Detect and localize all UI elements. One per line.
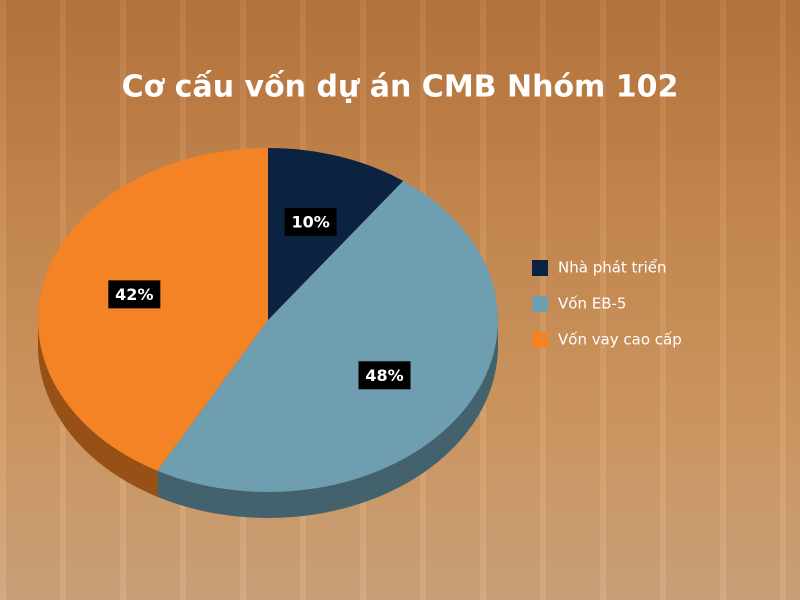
data-label: 42%	[108, 280, 161, 309]
legend-label: Nhà phát triển	[558, 259, 667, 277]
legend: Nhà phát triển Vốn EB-5 Vốn vay cao cấp	[532, 259, 682, 349]
data-label-text: 48%	[365, 366, 403, 385]
data-label: 10%	[284, 207, 337, 236]
legend-swatch	[532, 332, 548, 348]
chart-title: Cơ cấu vốn dự án CMB Nhóm 102	[122, 70, 679, 105]
pie-slice	[37, 148, 269, 471]
pie-slice	[157, 180, 499, 493]
data-label-text: 42%	[115, 285, 153, 304]
data-labels: 10% 48% 42%	[108, 207, 411, 390]
legend-swatch	[532, 260, 548, 276]
data-label-box	[108, 280, 161, 309]
legend-swatch	[532, 296, 548, 312]
pie	[37, 148, 499, 493]
legend-label: Vốn vay cao cấp	[558, 331, 682, 349]
data-label: 48%	[358, 361, 411, 390]
data-label-text: 10%	[291, 212, 329, 231]
data-label-box	[284, 207, 337, 236]
legend-label: Vốn EB-5	[558, 295, 626, 313]
data-label-box	[358, 361, 411, 390]
